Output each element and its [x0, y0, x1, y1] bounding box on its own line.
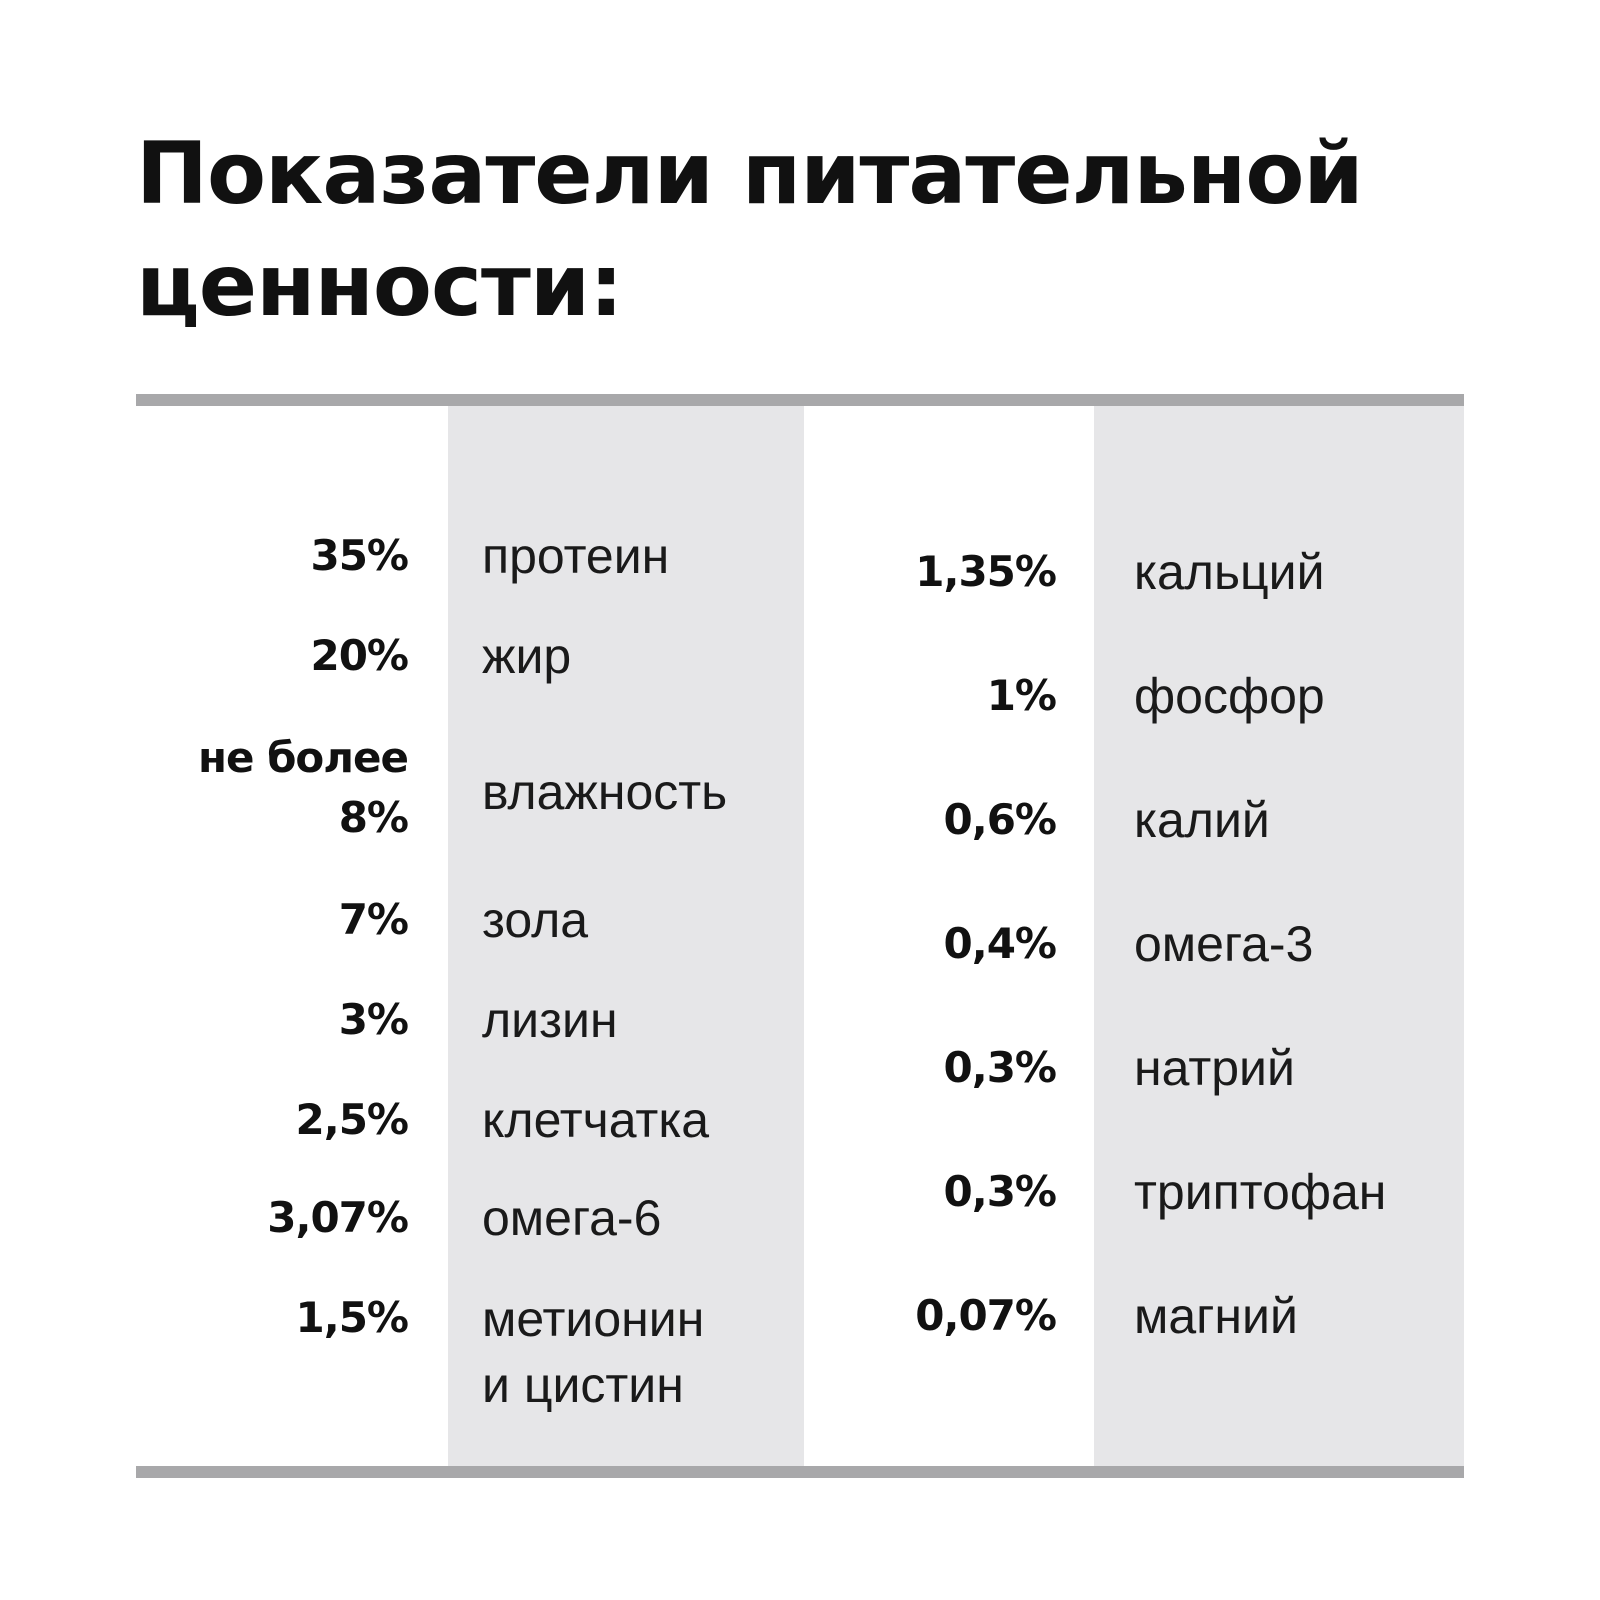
left-name-methionine-line-2: и цистин	[482, 1357, 684, 1413]
left-value-lysine: 3%	[338, 995, 409, 1044]
left-value-moisture-line-1: не более	[197, 733, 409, 782]
left-name-fat: жир	[482, 628, 572, 684]
left-name-ash: зола	[482, 892, 589, 948]
left-name-omega6: омега-6	[482, 1190, 662, 1246]
right-name-calcium: кальций	[1134, 544, 1325, 600]
left-value-fat: 20%	[310, 631, 409, 680]
left-name-methionine-line-1: метионин	[482, 1291, 705, 1347]
right-value-magnesium: 0,07%	[915, 1291, 1057, 1340]
right-value-potassium: 0,6%	[943, 795, 1057, 844]
page-title: Показатели питательной ценности:	[136, 118, 1496, 342]
top-divider	[136, 394, 1464, 406]
left-name-fiber: клетчатка	[482, 1092, 710, 1148]
left-name-lysine: лизин	[482, 992, 618, 1048]
right-name-magnesium: магний	[1134, 1288, 1298, 1344]
title-line-1: Показатели питательной	[136, 124, 1364, 224]
left-name-moisture: влажность	[482, 764, 728, 820]
right-value-phosphorus: 1%	[986, 671, 1057, 720]
left-value-methionine: 1,5%	[295, 1293, 409, 1342]
right-name-phosphorus: фосфор	[1134, 668, 1325, 724]
left-name-methionine: метионин и цистин	[482, 1286, 792, 1418]
right-name-tryptophan: триптофан	[1134, 1164, 1387, 1220]
left-value-moisture: не более 8%	[100, 728, 409, 848]
left-value-moisture-line-2: 8%	[338, 793, 409, 842]
bottom-divider	[136, 1466, 1464, 1478]
right-name-omega3: омега-3	[1134, 916, 1314, 972]
right-value-calcium: 1,35%	[915, 547, 1057, 596]
left-value-ash: 7%	[338, 895, 409, 944]
left-value-protein: 35%	[310, 531, 409, 580]
title-line-2: ценности:	[136, 236, 623, 336]
left-value-omega6: 3,07%	[267, 1193, 409, 1242]
right-names-panel	[1094, 406, 1464, 1466]
right-name-potassium: калий	[1134, 792, 1270, 848]
right-name-sodium: натрий	[1134, 1040, 1295, 1096]
right-value-omega3: 0,4%	[943, 919, 1057, 968]
right-value-sodium: 0,3%	[943, 1043, 1057, 1092]
left-names-panel	[448, 406, 804, 1466]
left-value-fiber: 2,5%	[295, 1095, 409, 1144]
left-name-protein: протеин	[482, 528, 670, 584]
right-value-tryptophan: 0,3%	[943, 1167, 1057, 1216]
